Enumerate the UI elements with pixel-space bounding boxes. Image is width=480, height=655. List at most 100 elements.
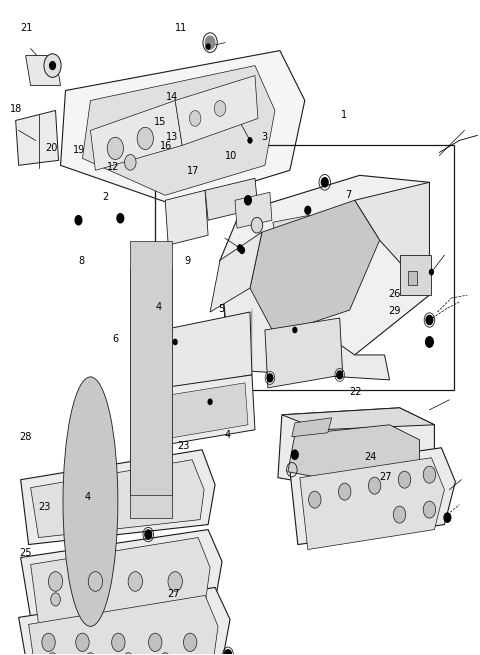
Circle shape bbox=[251, 217, 263, 233]
Circle shape bbox=[48, 572, 63, 591]
Circle shape bbox=[123, 653, 133, 655]
Bar bbox=[408, 271, 418, 285]
Circle shape bbox=[245, 196, 252, 205]
Text: 7: 7 bbox=[345, 191, 351, 200]
Polygon shape bbox=[90, 100, 182, 170]
Text: 14: 14 bbox=[166, 92, 178, 102]
Circle shape bbox=[76, 633, 89, 652]
Polygon shape bbox=[265, 318, 343, 388]
Circle shape bbox=[305, 206, 311, 214]
Polygon shape bbox=[162, 312, 252, 390]
Text: 27: 27 bbox=[379, 472, 391, 481]
Circle shape bbox=[148, 633, 162, 652]
Text: 6: 6 bbox=[112, 334, 119, 345]
Polygon shape bbox=[273, 215, 315, 252]
Circle shape bbox=[393, 506, 406, 523]
Polygon shape bbox=[250, 200, 380, 335]
Text: 5: 5 bbox=[218, 304, 225, 314]
Polygon shape bbox=[235, 193, 272, 228]
Circle shape bbox=[85, 653, 95, 655]
Circle shape bbox=[423, 466, 436, 483]
Polygon shape bbox=[210, 233, 262, 312]
Circle shape bbox=[117, 214, 124, 223]
Circle shape bbox=[107, 138, 123, 159]
Circle shape bbox=[398, 471, 411, 488]
Text: 23: 23 bbox=[177, 441, 189, 451]
Circle shape bbox=[444, 513, 451, 522]
Circle shape bbox=[88, 572, 103, 591]
Text: 24: 24 bbox=[364, 452, 377, 462]
Text: 29: 29 bbox=[388, 306, 401, 316]
Circle shape bbox=[337, 371, 343, 379]
Text: 4: 4 bbox=[156, 301, 161, 312]
Polygon shape bbox=[165, 191, 208, 245]
Circle shape bbox=[267, 374, 273, 382]
Text: 13: 13 bbox=[166, 132, 178, 141]
Polygon shape bbox=[292, 418, 332, 437]
Circle shape bbox=[240, 247, 244, 253]
Circle shape bbox=[322, 178, 328, 187]
Circle shape bbox=[51, 593, 60, 606]
Circle shape bbox=[423, 501, 436, 518]
Circle shape bbox=[112, 633, 125, 652]
Bar bbox=[130, 268, 172, 517]
Circle shape bbox=[75, 215, 82, 225]
Text: 3: 3 bbox=[262, 132, 268, 141]
Text: 16: 16 bbox=[160, 141, 172, 151]
Circle shape bbox=[430, 269, 433, 274]
Text: 19: 19 bbox=[72, 145, 85, 155]
Text: 15: 15 bbox=[154, 117, 166, 126]
Text: 25: 25 bbox=[19, 548, 31, 558]
Circle shape bbox=[293, 328, 297, 333]
Circle shape bbox=[160, 653, 170, 655]
Polygon shape bbox=[25, 56, 60, 86]
Polygon shape bbox=[19, 588, 230, 655]
Circle shape bbox=[173, 339, 177, 345]
Polygon shape bbox=[170, 383, 248, 438]
Circle shape bbox=[49, 62, 55, 69]
Circle shape bbox=[190, 111, 201, 126]
Text: 28: 28 bbox=[19, 432, 31, 442]
Circle shape bbox=[238, 245, 242, 252]
Polygon shape bbox=[83, 66, 275, 195]
Circle shape bbox=[338, 483, 351, 500]
Circle shape bbox=[48, 653, 57, 655]
Polygon shape bbox=[220, 260, 390, 380]
Circle shape bbox=[128, 572, 143, 591]
Ellipse shape bbox=[63, 377, 118, 626]
Circle shape bbox=[368, 477, 381, 494]
Text: 22: 22 bbox=[349, 386, 361, 396]
Polygon shape bbox=[175, 75, 258, 145]
Text: 4: 4 bbox=[225, 430, 231, 440]
Circle shape bbox=[291, 450, 298, 459]
Text: 11: 11 bbox=[175, 23, 188, 33]
Circle shape bbox=[205, 36, 215, 49]
Circle shape bbox=[225, 650, 231, 655]
Text: 27: 27 bbox=[167, 590, 180, 599]
Polygon shape bbox=[205, 178, 258, 220]
Bar bbox=[130, 241, 172, 495]
Circle shape bbox=[125, 155, 136, 170]
Text: 17: 17 bbox=[187, 166, 200, 176]
Polygon shape bbox=[31, 460, 204, 538]
Circle shape bbox=[168, 572, 182, 591]
Polygon shape bbox=[60, 50, 305, 205]
Text: 8: 8 bbox=[79, 256, 85, 266]
Circle shape bbox=[208, 400, 212, 404]
Polygon shape bbox=[300, 458, 444, 550]
Polygon shape bbox=[355, 182, 430, 295]
Polygon shape bbox=[278, 408, 434, 498]
Text: 20: 20 bbox=[45, 143, 58, 153]
Circle shape bbox=[206, 44, 210, 49]
Polygon shape bbox=[220, 176, 430, 370]
Bar bbox=[155, 145, 455, 390]
Circle shape bbox=[183, 633, 197, 652]
Polygon shape bbox=[288, 425, 420, 490]
Text: 2: 2 bbox=[103, 192, 109, 202]
Circle shape bbox=[44, 54, 61, 77]
Text: 18: 18 bbox=[10, 103, 23, 113]
Polygon shape bbox=[21, 530, 222, 618]
Text: 23: 23 bbox=[38, 502, 50, 512]
Text: 9: 9 bbox=[184, 256, 190, 266]
Circle shape bbox=[145, 530, 152, 539]
